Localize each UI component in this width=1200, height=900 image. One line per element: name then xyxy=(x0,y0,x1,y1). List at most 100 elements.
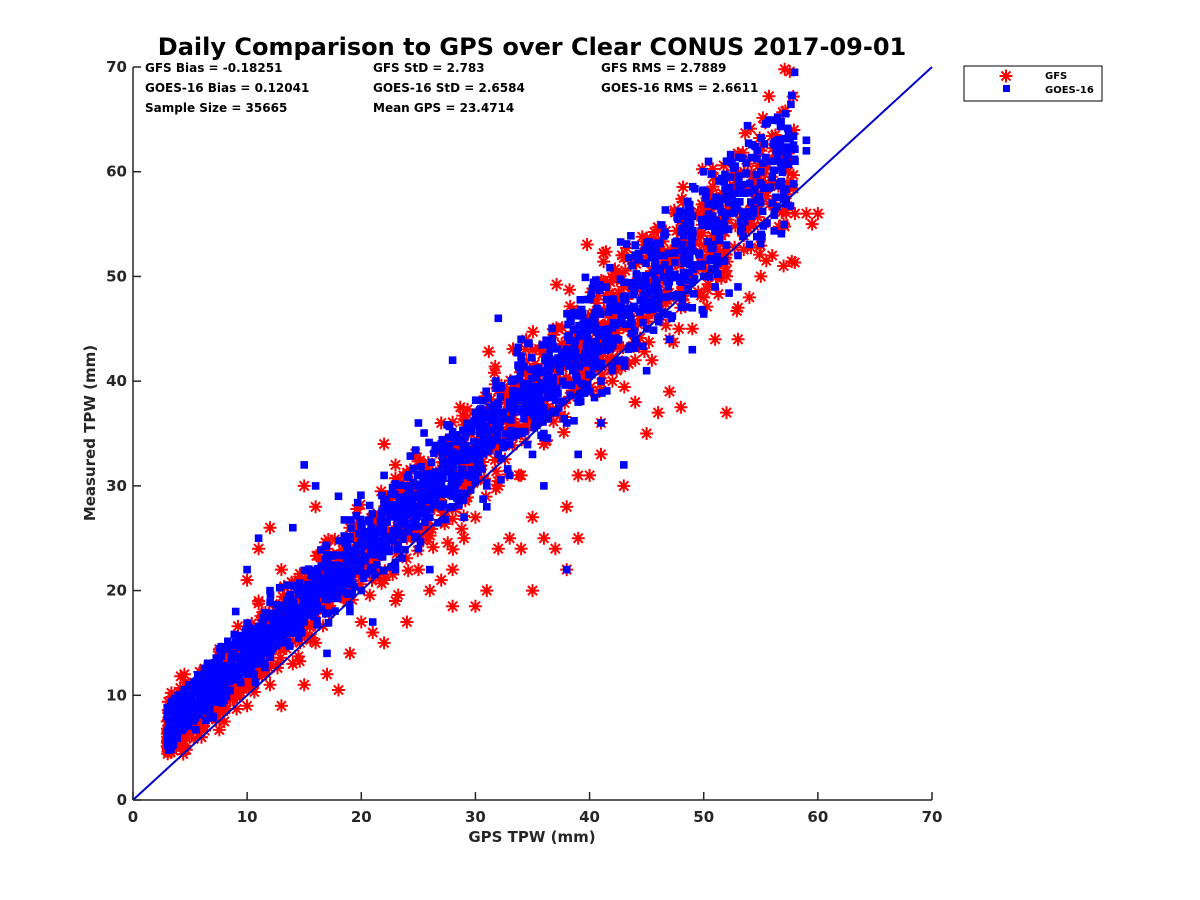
goes16-point xyxy=(683,219,691,228)
goes16-point xyxy=(378,507,386,515)
goes16-point xyxy=(621,296,630,304)
goes16-point xyxy=(210,677,219,685)
gfs-point xyxy=(350,502,364,516)
goes16-point xyxy=(311,482,320,490)
goes16-point xyxy=(519,382,528,390)
goes16-point xyxy=(685,212,694,221)
gfs-bias-stat: GFS Bias = -0.18251 xyxy=(145,61,282,75)
goes16-point xyxy=(315,579,323,587)
gfs-point xyxy=(786,168,800,182)
goes16-point xyxy=(451,476,459,485)
gfs-point xyxy=(434,416,448,430)
gfs-point xyxy=(618,264,632,278)
goes16-point xyxy=(332,561,340,569)
goes16-point xyxy=(293,608,302,616)
gfs-point xyxy=(526,510,539,524)
gfs-point xyxy=(482,345,496,359)
goes16-point xyxy=(377,512,386,521)
goes16-point xyxy=(265,640,273,649)
goes16-point xyxy=(543,409,552,418)
goes16-point xyxy=(631,251,639,259)
goes16-point xyxy=(687,232,696,241)
goes16-point xyxy=(403,482,411,490)
goes16-point xyxy=(238,632,246,641)
goes16-point xyxy=(214,671,222,680)
goes16-point xyxy=(604,308,613,317)
goes16-point xyxy=(717,195,726,204)
goes16-point xyxy=(632,270,641,278)
goes16-point xyxy=(268,609,276,618)
gfs-point xyxy=(778,62,792,76)
goes16-point xyxy=(493,430,502,438)
gfs-point xyxy=(217,715,231,728)
goes16-point xyxy=(205,699,213,707)
goes16-point xyxy=(784,128,793,137)
goes16-point xyxy=(296,604,304,612)
goes16-point xyxy=(420,429,428,437)
gfs-point xyxy=(423,529,437,543)
goes16-point xyxy=(602,295,611,304)
gfs-point xyxy=(177,667,191,681)
goes16-point xyxy=(699,167,708,176)
goes16-point xyxy=(339,584,347,593)
goes16-point xyxy=(578,379,586,388)
goes16-point xyxy=(746,179,754,188)
gfs-point xyxy=(700,300,714,314)
goes16-point xyxy=(665,265,673,274)
gfs-point xyxy=(719,264,733,278)
goes16-point xyxy=(212,687,221,696)
goes16-point xyxy=(459,438,467,447)
goes16-point xyxy=(347,524,355,532)
goes16-point xyxy=(602,346,611,354)
goes16-point xyxy=(356,520,365,528)
goes16-point xyxy=(687,241,695,250)
gfs-point xyxy=(622,357,636,371)
goes16-point xyxy=(652,245,660,254)
goes16-point xyxy=(448,470,456,479)
goes16-point xyxy=(467,427,475,436)
goes16-point xyxy=(545,366,553,374)
goes16-point xyxy=(484,394,492,403)
goes16-point xyxy=(230,630,239,639)
goes16-point xyxy=(390,490,399,499)
goes16-point xyxy=(649,326,658,334)
goes16-point xyxy=(461,432,469,441)
goes16-point xyxy=(447,449,456,458)
goes16-point xyxy=(453,471,461,480)
x-tick-label: 70 xyxy=(922,808,943,826)
goes16-point xyxy=(708,170,716,178)
x-tick-label: 20 xyxy=(351,808,372,826)
goes16-point xyxy=(511,395,519,403)
goes16-point xyxy=(208,690,217,698)
goes16-point xyxy=(713,252,721,261)
goes16-point xyxy=(282,607,291,616)
goes16-point xyxy=(505,398,514,406)
goes16-point xyxy=(768,157,776,165)
goes16-point xyxy=(734,251,742,260)
gfs-point xyxy=(388,471,402,485)
goes16-point xyxy=(559,397,567,405)
gfs-point xyxy=(628,395,642,409)
goes16-point xyxy=(339,580,347,589)
goes16-point xyxy=(564,354,572,362)
gfs-point xyxy=(742,290,756,304)
x-tick-label: 10 xyxy=(237,808,258,826)
goes16-point xyxy=(311,574,319,583)
goes16-point xyxy=(215,659,223,667)
goes16-point xyxy=(243,619,251,627)
gfs-point xyxy=(811,207,825,221)
goes16-point xyxy=(163,736,172,744)
goes16-point xyxy=(190,687,198,696)
goes16-point xyxy=(334,492,343,501)
gfs-point xyxy=(668,206,682,220)
goes16-point xyxy=(770,166,779,174)
goes16-point xyxy=(491,408,499,417)
goes16-point xyxy=(702,194,710,202)
goes16-point xyxy=(204,687,212,696)
goes16-point xyxy=(563,310,571,318)
goes16-point xyxy=(254,660,263,668)
x-tick-label: 40 xyxy=(579,808,600,826)
goes16-point xyxy=(242,640,250,649)
gfs-point xyxy=(532,342,546,356)
goes16-point xyxy=(654,304,663,312)
